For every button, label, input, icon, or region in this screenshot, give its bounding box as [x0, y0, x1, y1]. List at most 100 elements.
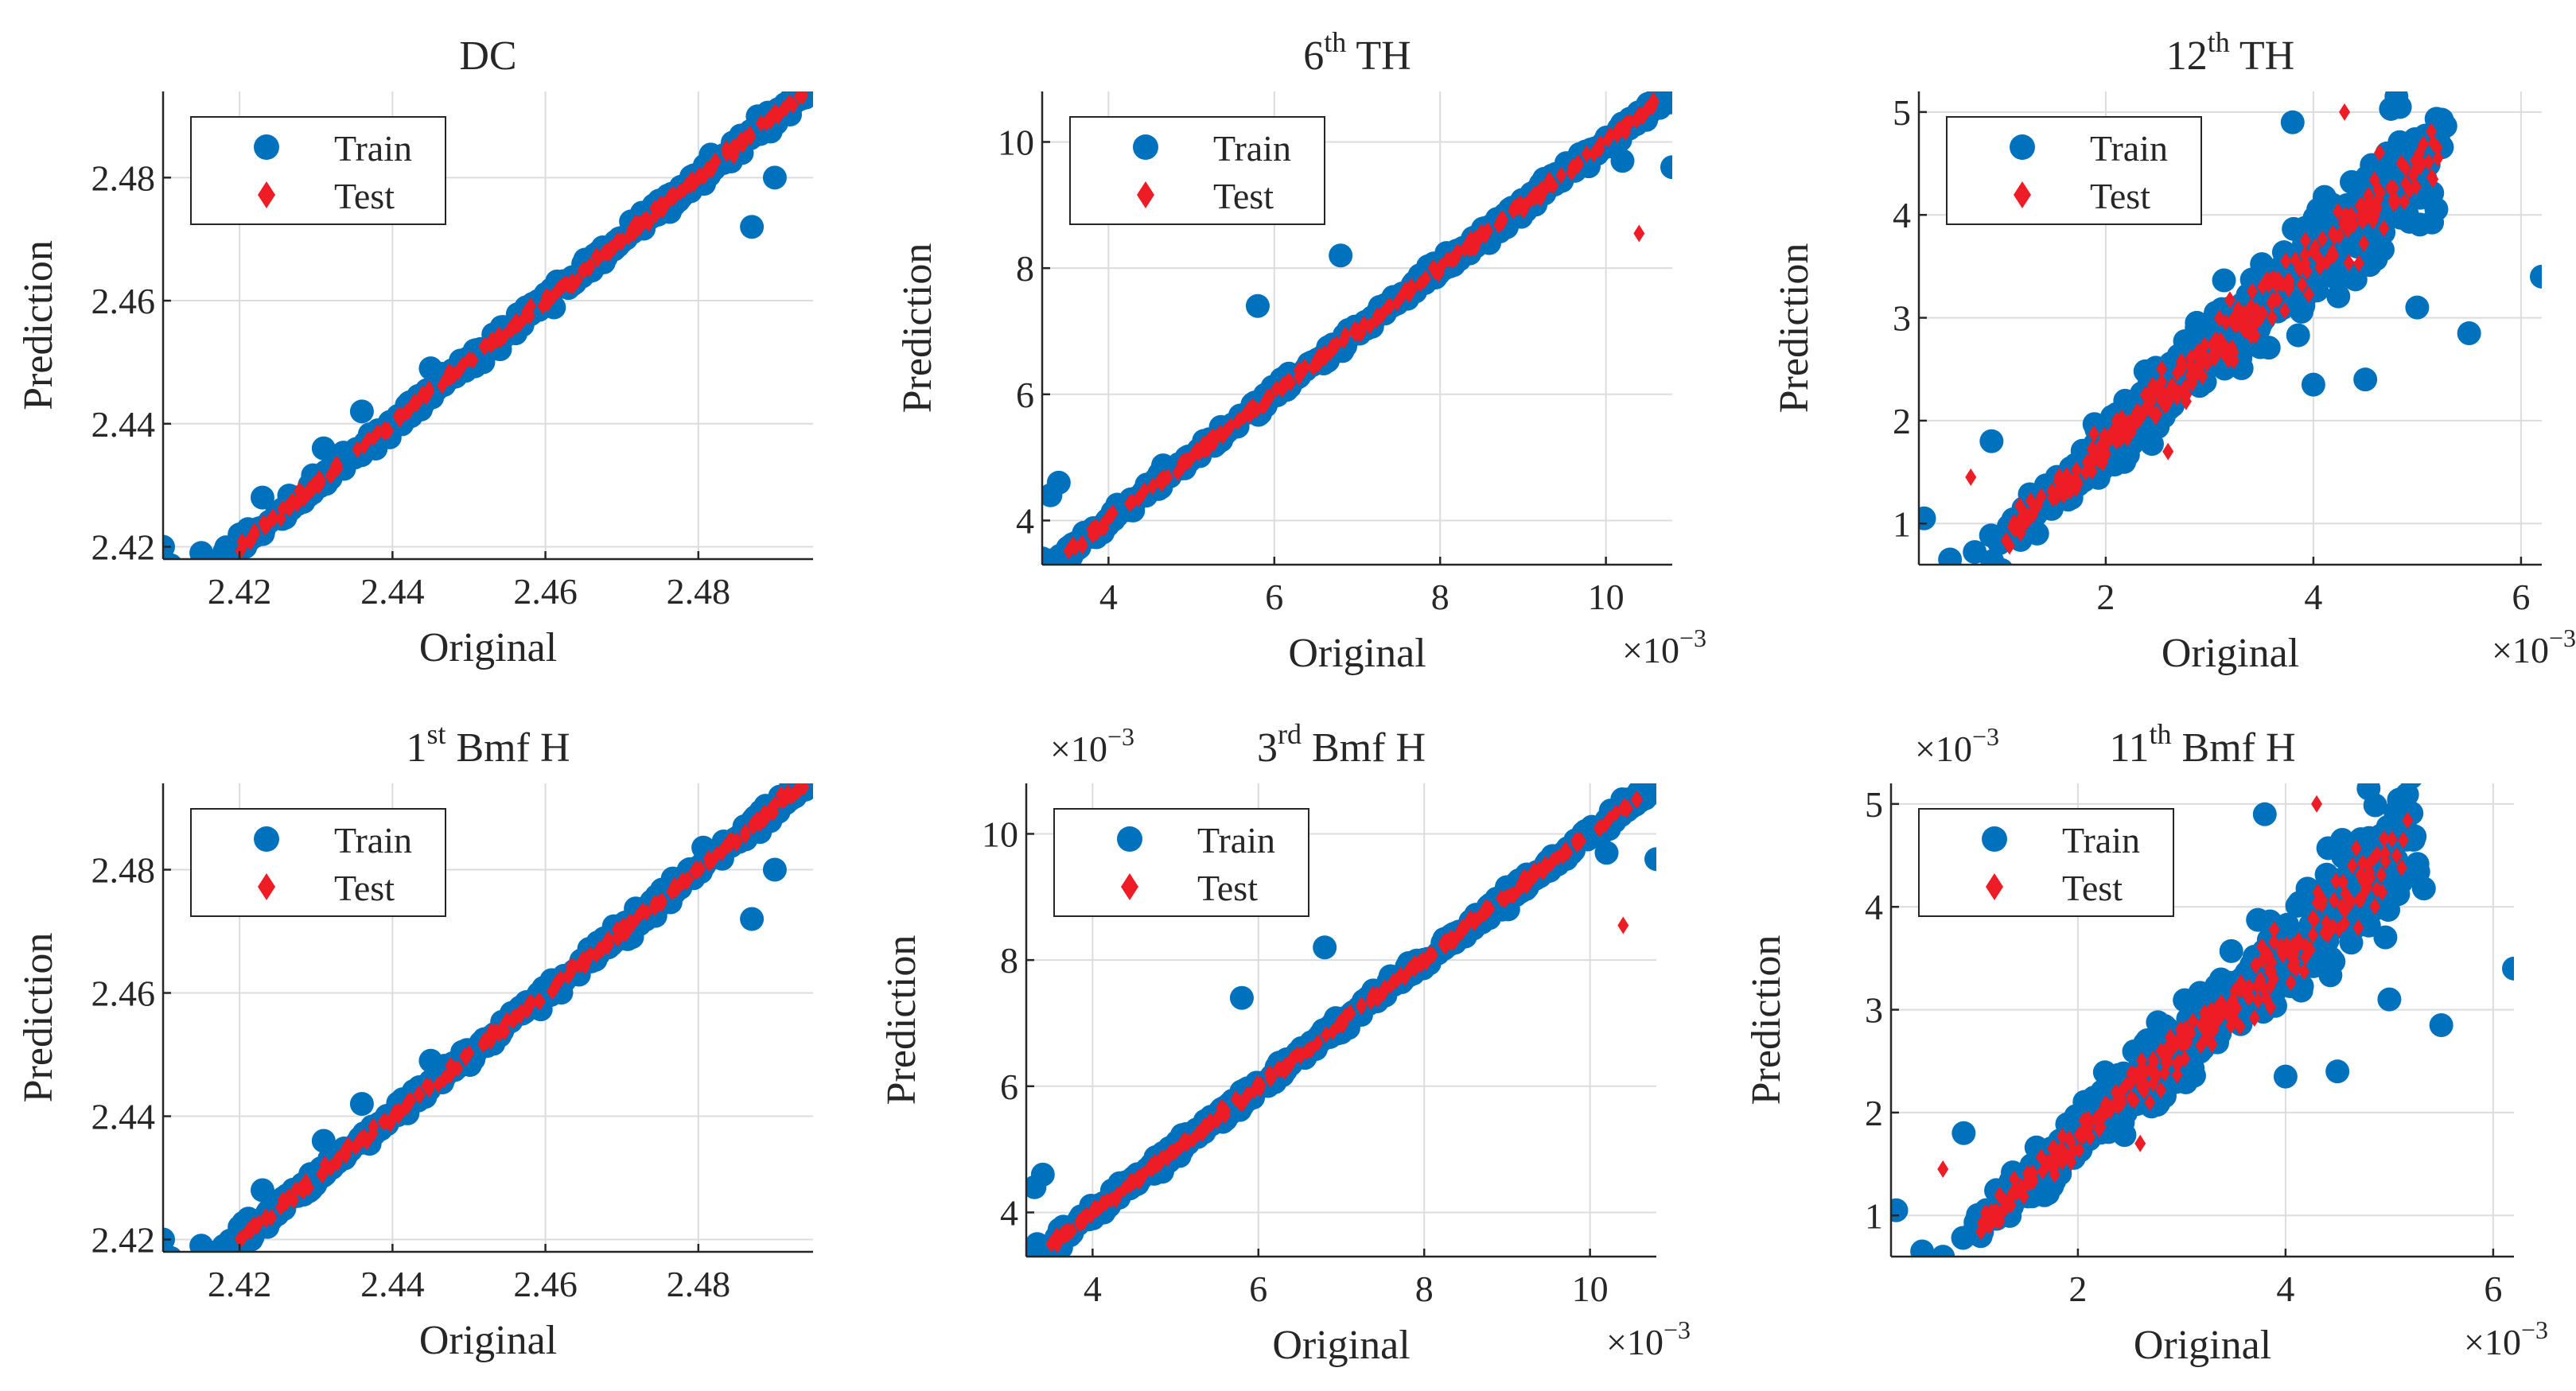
- test-point: [1325, 343, 1337, 361]
- y-tick-label: 3: [1865, 990, 1883, 1031]
- test-point: [1254, 1078, 1266, 1097]
- test-point: [737, 135, 749, 153]
- axes: [1041, 91, 1672, 566]
- y-axis-label: Prediction: [1744, 935, 1789, 1105]
- axes: [161, 91, 813, 561]
- train-point: [167, 581, 191, 604]
- test-point: [2326, 243, 2338, 262]
- test-point: [592, 251, 604, 269]
- x-tick-label: 2: [2096, 577, 2115, 617]
- test-point: [1259, 395, 1271, 414]
- test-point: [711, 845, 723, 864]
- test-point: [2060, 469, 2072, 488]
- train-point: [740, 907, 765, 931]
- x-tick-label: 8: [1415, 1269, 1434, 1309]
- x-tick-label: 6: [1249, 1269, 1267, 1309]
- test-point: [1512, 880, 1524, 899]
- x-tick-label: 6: [1265, 577, 1283, 617]
- test-point: [1461, 916, 1473, 934]
- test-point: [2432, 149, 2444, 167]
- x-tick-label: 8: [1431, 577, 1449, 617]
- subplot-4: 2.42 2.44 2.46 2.482.422.442.462.48Original…: [16, 718, 813, 1363]
- legend-test-label: Test: [334, 176, 395, 216]
- test-point: [2125, 423, 2137, 441]
- x-axis-label: Original: [419, 625, 557, 670]
- test-point: [1994, 1212, 2006, 1230]
- legend-train-marker: [254, 134, 279, 160]
- x-exponent-label: ×10−3: [2492, 624, 2576, 670]
- train-point: [166, 600, 190, 624]
- test-point: [2307, 926, 2319, 944]
- test-point: [2371, 880, 2383, 899]
- test-point: [761, 114, 772, 132]
- test-point: [2200, 355, 2212, 373]
- test-point: [1994, 1186, 2006, 1204]
- test-series: [1937, 795, 2414, 1241]
- test-point: [2278, 301, 2290, 320]
- legend-test-label: Test: [2062, 868, 2123, 908]
- test-point: [2150, 1068, 2162, 1086]
- test-point: [2418, 135, 2430, 153]
- test-point: [1624, 113, 1636, 131]
- x-tick-label: 2.44: [360, 1264, 425, 1304]
- train-point: [2356, 913, 2381, 938]
- train-point: [2285, 893, 2309, 918]
- test-point: [623, 227, 635, 246]
- y-tick-label: 6: [1000, 1067, 1018, 1107]
- train-point: [349, 399, 374, 424]
- test-point: [1333, 1016, 1344, 1034]
- test-point: [1985, 1203, 1997, 1221]
- test-point: [333, 1148, 344, 1167]
- train-point: [650, 877, 675, 902]
- test-point: [294, 488, 305, 507]
- train-point: [182, 570, 206, 594]
- test-point: [2249, 327, 2261, 345]
- test-point: [532, 992, 544, 1010]
- test-point: [2241, 321, 2253, 339]
- test-point: [1463, 235, 1475, 253]
- test-point: [739, 826, 751, 845]
- train-point: [2367, 237, 2391, 262]
- test-point: [1247, 402, 1259, 421]
- test-point: [2280, 252, 2292, 270]
- train-point: [2406, 860, 2430, 884]
- test-point: [2171, 1066, 2183, 1084]
- test-point: [2197, 1017, 2208, 1035]
- test-point: [1219, 1102, 1231, 1120]
- train-point: [418, 356, 443, 381]
- test-point: [1112, 1185, 1124, 1203]
- test-point: [1469, 911, 1481, 929]
- test-point: [2070, 461, 2082, 480]
- legend-test-label: Test: [1197, 868, 1258, 908]
- test-point: [2155, 1081, 2167, 1099]
- y-tick-label: 2.48: [91, 850, 156, 891]
- y-tick-label: 4: [1016, 500, 1034, 541]
- train-point: [185, 567, 209, 591]
- test-point: [1146, 1160, 1158, 1179]
- train-point: [181, 1265, 204, 1289]
- test-point: [2134, 406, 2146, 424]
- test-point: [571, 271, 583, 289]
- train-point: [2388, 205, 2413, 230]
- test-point: [1128, 1173, 1140, 1191]
- test-point: [1066, 1222, 1078, 1240]
- test-point: [380, 1113, 392, 1131]
- test-point: [2023, 507, 2035, 526]
- x-tick-label: 4: [1084, 1269, 1102, 1309]
- train-point: [1245, 293, 1270, 318]
- test-point: [2261, 270, 2273, 289]
- test-point: [2301, 262, 2313, 281]
- test-point: [574, 956, 586, 974]
- test-point: [2243, 988, 2255, 1006]
- x-tick-label: 4: [2304, 577, 2322, 617]
- x-tick-label: 4: [1099, 577, 1118, 617]
- test-point: [2220, 338, 2232, 356]
- legend-test-label: Test: [334, 868, 395, 908]
- y-tick-label: 2.42: [91, 1220, 156, 1261]
- test-point: [2286, 957, 2298, 975]
- test-point: [2268, 933, 2280, 951]
- test-point: [1138, 482, 1150, 500]
- test-point: [682, 870, 694, 888]
- train-point: [1030, 1162, 1055, 1187]
